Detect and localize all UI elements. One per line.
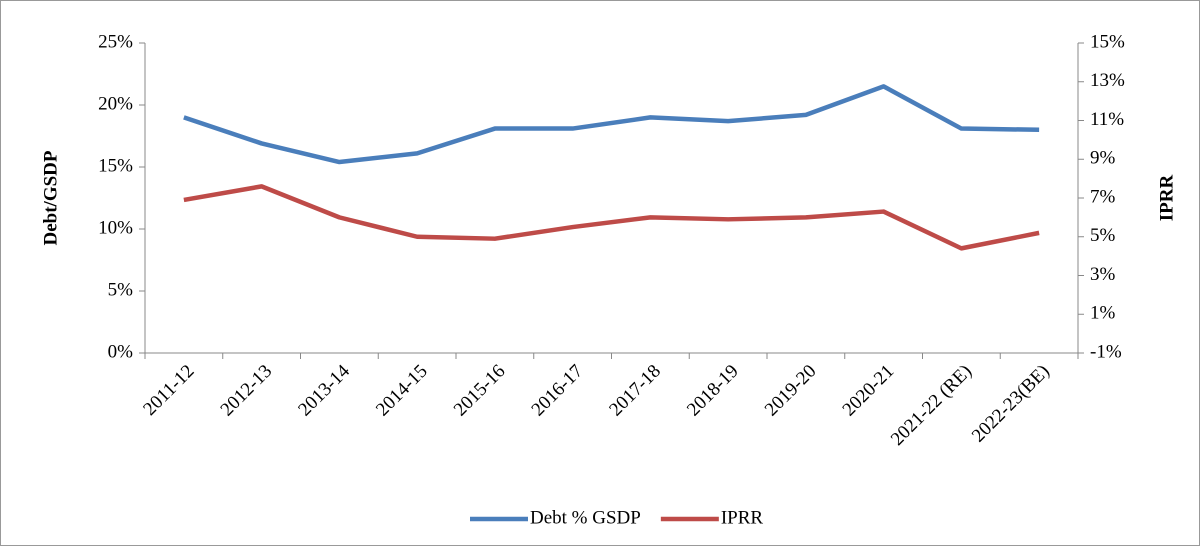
y2-tick-label: 13% [1090,70,1125,91]
legend-label: Debt % GSDP [530,507,641,528]
y-axis-label: Debt/GSDP [40,150,61,245]
y2-axis-label: IPRR [1156,175,1177,222]
y2-tick-label: 9% [1090,148,1116,169]
y2-tick-label: 1% [1090,303,1116,324]
y-tick-label: 10% [98,217,133,238]
y-tick-label: 15% [98,155,133,176]
y2-tick-label: -1% [1090,341,1122,362]
y2-tick-label: 11% [1090,109,1124,130]
series-line [183,84,1040,165]
series-line [183,184,1040,251]
legend-label: IPRR [721,507,764,528]
y-tick-label: 25% [98,31,133,52]
y2-tick-label: 5% [1090,225,1116,246]
y-tick-label: 5% [108,279,134,300]
y2-tick-label: 15% [1090,31,1125,52]
y2-tick-label: 3% [1090,264,1116,285]
y-tick-label: 0% [108,341,134,362]
y2-tick-label: 7% [1090,186,1116,207]
y-tick-label: 20% [98,93,133,114]
